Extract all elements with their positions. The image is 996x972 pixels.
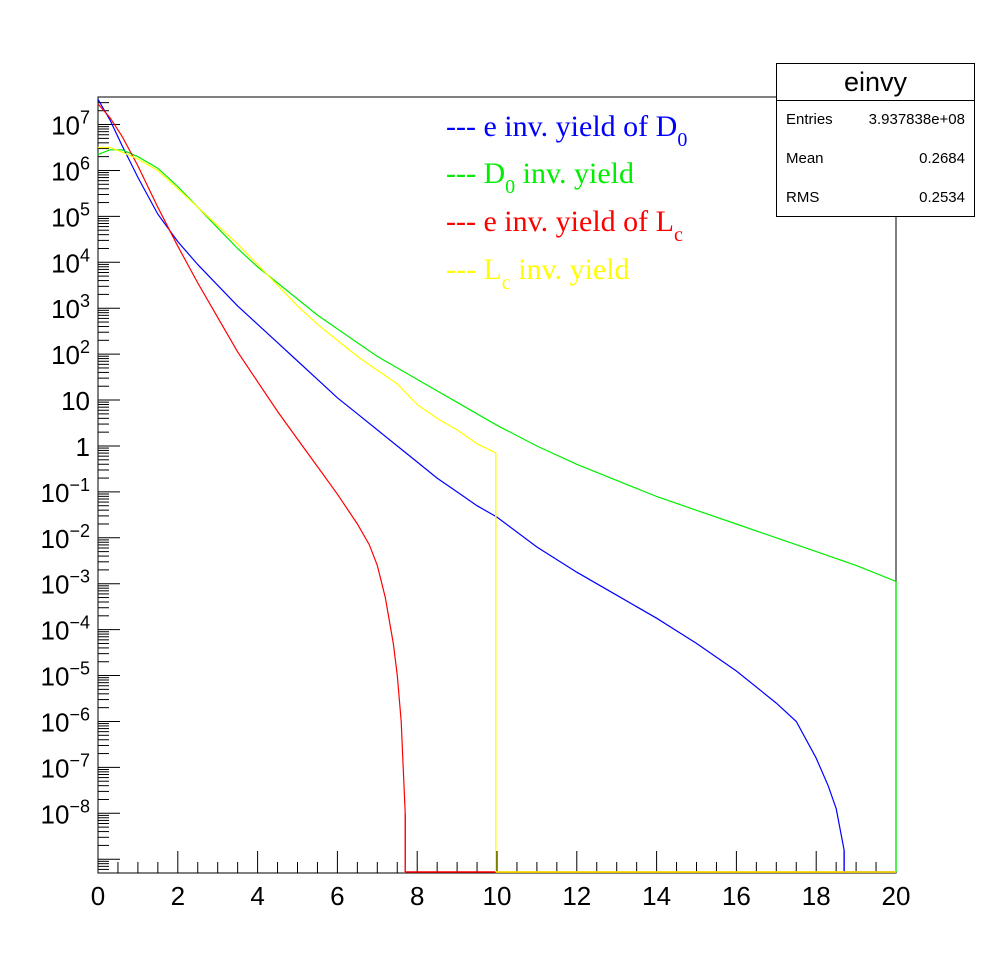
series-line (97, 149, 897, 582)
y-tick-label: 10−7 (41, 750, 90, 783)
y-tick-label: 10−8 (41, 796, 90, 829)
y-tick-label: 106 (51, 153, 90, 186)
y-tick-label: 10−1 (41, 475, 90, 508)
series-line (98, 146, 497, 454)
series-line (97, 103, 406, 814)
x-tick-label: 18 (802, 881, 831, 911)
stats-row-rms: RMS 0.2534 (777, 179, 974, 218)
legend-entry: --- D0 inv. yield (446, 157, 634, 198)
y-tick-label: 10−2 (41, 521, 90, 554)
x-tick-label: 12 (562, 881, 591, 911)
legend-entry: --- e inv. yield of D0 (446, 110, 687, 151)
y-tick-label: 10−4 (41, 613, 90, 646)
y-tick-label: 10 (61, 386, 90, 416)
series-group (97, 98, 897, 873)
x-tick-label: 10 (483, 881, 512, 911)
series-line (97, 98, 845, 851)
x-axis-ticks (97, 851, 897, 873)
legend-entry: --- e inv. yield of Lc (446, 205, 683, 246)
stats-key: RMS (786, 189, 820, 206)
stats-value: 0.2534 (919, 189, 965, 206)
y-tick-label: 107 (51, 108, 90, 141)
y-tick-label: 104 (51, 245, 90, 278)
stats-value: 3.937838e+08 (868, 111, 965, 128)
x-tick-label: 4 (250, 881, 264, 911)
stats-title: einvy (777, 64, 974, 101)
legend-entry: --- Lc inv. yield (446, 253, 630, 294)
x-tick-label: 0 (91, 881, 105, 911)
stats-row-mean: Mean 0.2684 (777, 140, 974, 179)
x-tick-label: 6 (330, 881, 344, 911)
stats-value: 0.2684 (919, 150, 965, 167)
x-tick-label: 14 (642, 881, 671, 911)
y-axis-tick-labels: 10710610510410310210110−110−210−310−410−… (41, 108, 90, 830)
y-tick-label: 1 (76, 432, 90, 462)
y-tick-label: 10−3 (41, 567, 90, 600)
y-tick-label: 10−5 (41, 659, 90, 692)
stats-key: Mean (786, 150, 824, 167)
y-axis-ticks (98, 102, 120, 870)
x-tick-label: 16 (722, 881, 751, 911)
y-tick-label: 105 (51, 199, 90, 232)
stats-row-entries: Entries 3.937838e+08 (777, 101, 974, 140)
legend: --- e inv. yield of D0 --- D0 inv. yield -… (446, 110, 687, 294)
y-tick-label: 10−6 (41, 704, 90, 737)
x-tick-label: 8 (410, 881, 424, 911)
y-tick-label: 102 (51, 337, 90, 370)
x-tick-label: 2 (171, 881, 185, 911)
stats-key: Entries (786, 111, 833, 128)
y-tick-label: 103 (51, 291, 90, 324)
x-tick-label: 20 (882, 881, 911, 911)
x-axis-tick-labels: 0 2 4 6 8 10 12 14 16 18 20 (91, 881, 911, 911)
stats-box: einvy Entries 3.937838e+08 Mean 0.2684 R… (776, 63, 975, 217)
